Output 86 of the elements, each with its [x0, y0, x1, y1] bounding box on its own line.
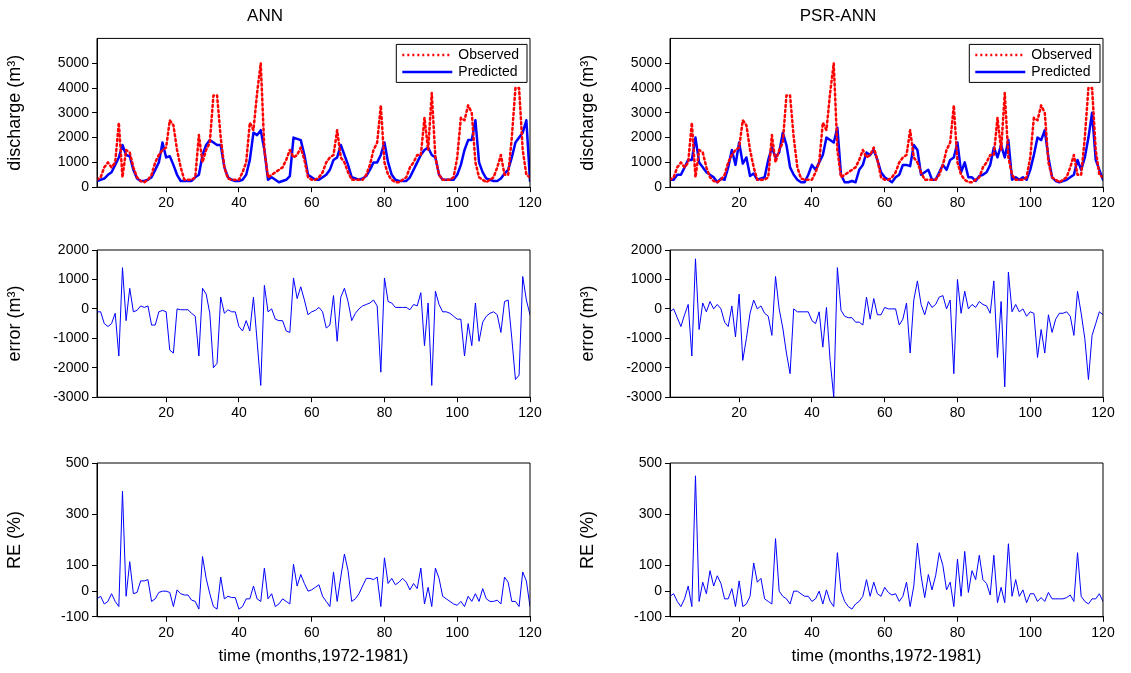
x-tick-label: 40: [804, 404, 820, 421]
legend-label: Observed: [458, 45, 520, 62]
y-tick-label: 4000: [630, 78, 663, 95]
y-tick-label: 1000: [630, 153, 663, 170]
legend-label: Predicted: [1031, 62, 1091, 79]
y-tick-label: 2000: [630, 128, 663, 145]
y-tick-label: 2000: [57, 240, 90, 257]
y-tick-label: 4000: [57, 78, 90, 95]
y-tick-label: 0: [654, 582, 663, 599]
y-tick-label: -3000: [626, 388, 663, 405]
x-tick-label: 80: [376, 404, 393, 421]
x-tick-label: 80: [376, 194, 393, 211]
line-series: [670, 61, 1103, 184]
y-tick-label: 3000: [630, 103, 663, 120]
y-tick-label: 100: [65, 556, 90, 573]
y-tick-label: 0: [81, 299, 90, 316]
y-axis-title: error (m³): [3, 285, 24, 362]
x-axis-title: time (months,1972-1981): [218, 646, 409, 666]
x-tick-label: 20: [731, 404, 748, 421]
y-tick-label: -1000: [626, 329, 663, 346]
x-tick-label: 80: [376, 624, 393, 641]
y-tick-label: 500: [638, 453, 663, 470]
y-tick-label: 0: [81, 582, 90, 599]
x-tick-label: 60: [876, 194, 893, 211]
y-tick-label: -3000: [53, 388, 90, 405]
y-axis-title: discharge (m³): [3, 54, 24, 171]
y-tick-label: 2000: [630, 240, 663, 257]
y-tick-label: 5000: [57, 54, 90, 71]
line-series: [97, 61, 530, 184]
x-tick-label: 60: [303, 624, 320, 641]
x-tick-label: 40: [804, 194, 820, 211]
legend-label: Observed: [1031, 45, 1093, 62]
x-tick-label: 20: [731, 624, 748, 641]
x-tick-label: 100: [1018, 404, 1043, 421]
chart-title: PSR-ANN: [799, 5, 877, 25]
x-tick-label: 20: [158, 404, 175, 421]
y-tick-label: 3000: [57, 103, 90, 120]
x-tick-label: 120: [1091, 624, 1115, 641]
x-tick-label: 60: [303, 194, 320, 211]
x-tick-label: 60: [303, 404, 320, 421]
x-tick-label: 40: [231, 194, 247, 211]
y-tick-label: 2000: [57, 128, 90, 145]
y-tick-label: 5000: [630, 54, 663, 71]
x-tick-label: 120: [518, 194, 542, 211]
y-axis-title: discharge (m³): [576, 54, 597, 171]
x-tick-label: 80: [949, 194, 966, 211]
x-tick-label: 120: [1091, 194, 1115, 211]
x-tick-label: 120: [518, 404, 542, 421]
legend-label: Predicted: [458, 62, 518, 79]
x-tick-label: 100: [445, 624, 470, 641]
y-axis-title: error (m³): [576, 285, 597, 362]
y-tick-label: 1000: [57, 153, 90, 170]
y-tick-label: -2000: [626, 358, 663, 375]
y-tick-label: 0: [81, 178, 90, 195]
y-tick-label: -100: [633, 607, 663, 624]
y-tick-label: 500: [65, 453, 90, 470]
x-tick-label: 100: [1018, 624, 1043, 641]
x-tick-label: 20: [731, 194, 748, 211]
x-tick-label: 40: [231, 624, 247, 641]
y-tick-label: 0: [654, 178, 663, 195]
y-tick-label: 1000: [57, 270, 90, 287]
x-tick-label: 120: [1091, 404, 1115, 421]
y-tick-label: -1000: [53, 329, 90, 346]
x-tick-label: 80: [949, 624, 966, 641]
x-tick-label: 80: [949, 404, 966, 421]
y-tick-label: 0: [654, 299, 663, 316]
y-axis-title: RE (%): [576, 510, 597, 569]
x-tick-label: 100: [445, 194, 470, 211]
y-tick-label: -2000: [53, 358, 90, 375]
x-tick-label: 60: [876, 404, 893, 421]
x-tick-label: 40: [231, 404, 247, 421]
chart-title: ANN: [247, 5, 283, 25]
y-axis-title: RE (%): [3, 510, 24, 569]
x-axis-title: time (months,1972-1981): [791, 646, 982, 666]
x-tick-label: 20: [158, 194, 175, 211]
y-tick-label: -100: [60, 607, 90, 624]
x-tick-label: 100: [445, 404, 470, 421]
x-tick-label: 40: [804, 624, 820, 641]
x-tick-label: 20: [158, 624, 175, 641]
x-tick-label: 60: [876, 624, 893, 641]
y-tick-label: 300: [638, 505, 663, 522]
y-tick-label: 1000: [630, 270, 663, 287]
x-tick-label: 120: [518, 624, 542, 641]
y-tick-label: 300: [65, 505, 90, 522]
y-tick-label: 100: [638, 556, 663, 573]
x-tick-label: 100: [1018, 194, 1043, 211]
